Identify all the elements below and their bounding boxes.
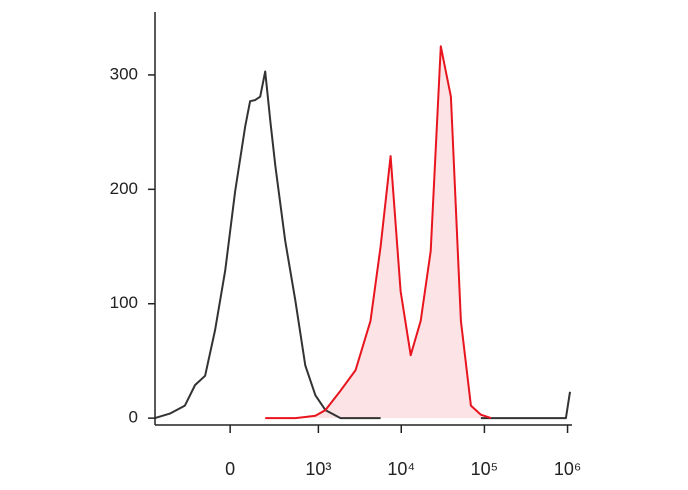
x-tick-label: 0 xyxy=(225,459,235,479)
y-tick-label: 0 xyxy=(129,408,138,427)
y-tick-label: 100 xyxy=(110,293,138,312)
y-tick-label: 200 xyxy=(110,179,138,198)
x-tick-label: 10⁶ xyxy=(554,459,581,479)
histogram-fill xyxy=(265,46,491,419)
y-tick-label: 300 xyxy=(110,64,138,83)
histogram-line xyxy=(265,45,492,420)
x-tick-label: 10⁵ xyxy=(471,459,498,479)
x-tick-label: 10⁴ xyxy=(387,459,415,479)
x-tick-label: 10³ xyxy=(305,459,331,479)
